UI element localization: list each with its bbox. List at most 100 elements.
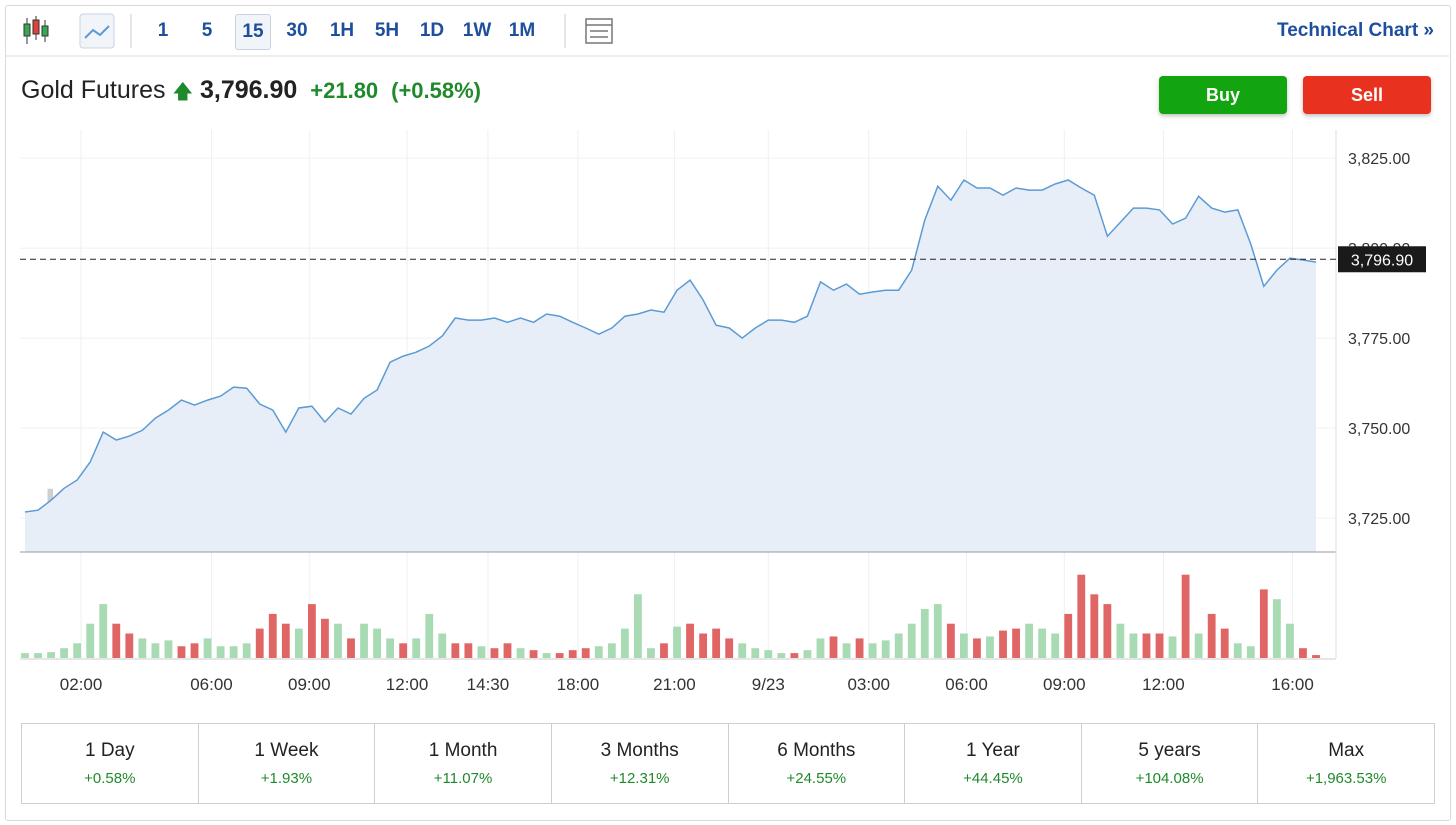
volume-bar xyxy=(1090,594,1099,658)
volume-bar xyxy=(1233,643,1242,658)
volume-bar xyxy=(477,646,486,658)
price: 3,796.90 xyxy=(199,76,298,104)
interval-button[interactable]: 5H xyxy=(374,20,400,41)
volume-bar xyxy=(334,623,342,658)
volume-bar xyxy=(86,623,95,658)
period-cell[interactable]: 6 Months +24.55% xyxy=(729,724,906,803)
y-tick-label: 3,775.00 xyxy=(1348,331,1410,348)
volume-bar xyxy=(99,604,108,658)
volume-bar xyxy=(412,638,421,658)
volume-bar xyxy=(568,650,577,658)
volume-bar xyxy=(529,650,538,658)
volume-bar xyxy=(360,623,368,658)
buy-button[interactable]: Buy xyxy=(1159,76,1287,114)
period-label: 1 Week xyxy=(254,740,319,761)
period-cell[interactable]: 1 Year +44.45% xyxy=(905,724,1082,803)
volume-bar xyxy=(842,643,851,658)
x-tick-label: 09:00 xyxy=(288,675,331,694)
x-tick-label: 02:00 xyxy=(60,675,103,694)
period-label: 1 Day xyxy=(84,740,135,761)
volume-bar xyxy=(581,648,590,658)
volume-bar xyxy=(307,604,316,658)
volume-bar xyxy=(868,643,877,658)
volume-bar xyxy=(1312,655,1320,658)
x-tick-label: 9/23 xyxy=(752,675,785,694)
volume-bar xyxy=(321,618,329,658)
x-tick-label: 06:00 xyxy=(190,675,233,694)
volume-bar xyxy=(594,646,603,658)
volume-bar xyxy=(1064,613,1073,658)
volume-bar xyxy=(803,650,812,658)
volume-bar xyxy=(829,636,838,658)
y-tick-label: 3,825.00 xyxy=(1348,151,1410,168)
volume-bar xyxy=(1038,628,1047,658)
volume-bar xyxy=(1077,574,1086,658)
period-cell[interactable]: 1 Week +1.93% xyxy=(199,724,376,803)
volume-bar xyxy=(1207,613,1216,658)
volume-bar xyxy=(633,594,642,658)
interval-button[interactable]: 1M xyxy=(508,20,536,41)
volume-bar xyxy=(1129,633,1138,658)
period-label: 3 Months xyxy=(600,740,679,761)
volume-bar xyxy=(255,628,264,658)
period-cell[interactable]: Max +1,963.53% xyxy=(1258,724,1434,803)
x-tick-label: 16:00 xyxy=(1271,675,1314,694)
x-tick-label: 12:00 xyxy=(1142,675,1185,694)
interval-button[interactable]: 1D xyxy=(419,20,445,41)
volume-bar xyxy=(973,638,981,658)
period-change: +24.55% xyxy=(786,770,847,787)
volume-bar xyxy=(438,633,447,658)
volume-bar xyxy=(738,643,747,658)
volume-bar xyxy=(294,628,303,658)
interval-button[interactable]: 1H xyxy=(329,20,355,41)
volume-bar xyxy=(425,613,434,658)
volume-bar xyxy=(790,653,799,658)
volume-bar xyxy=(1181,574,1190,658)
volume-bar xyxy=(516,648,525,658)
volume-bar xyxy=(1168,636,1177,658)
volume-bar xyxy=(190,643,199,658)
volume-bar xyxy=(242,643,251,658)
volume-bar xyxy=(673,626,681,658)
period-cell[interactable]: 1 Day +0.58% xyxy=(22,724,199,803)
volume-bar xyxy=(933,604,942,658)
period-cell[interactable]: 5 years +104.08% xyxy=(1082,724,1259,803)
interval-button[interactable]: 5 xyxy=(201,20,213,41)
instrument-name: Gold Futures xyxy=(21,76,166,104)
volume-bar xyxy=(1103,604,1112,658)
up-arrow: 🡅 xyxy=(172,81,194,103)
volume-bar xyxy=(268,613,277,658)
technical-chart-link[interactable]: Technical Chart » xyxy=(1277,20,1434,41)
volume-bar xyxy=(907,623,916,658)
volume-bar xyxy=(920,609,929,658)
interval-button[interactable]: 1W xyxy=(462,20,492,41)
period-change: +1.93% xyxy=(260,770,313,787)
volume-bar xyxy=(1194,633,1203,658)
volume-bar xyxy=(855,638,864,658)
period-label: 1 Year xyxy=(965,740,1020,761)
volume-bar xyxy=(490,648,499,658)
interval-button[interactable]: 15 xyxy=(235,14,271,50)
candle-icon[interactable] xyxy=(23,16,49,44)
interval-button[interactable]: 30 xyxy=(286,20,308,41)
period-change: +104.08% xyxy=(1135,770,1204,787)
sell-button[interactable]: Sell xyxy=(1303,76,1431,114)
period-cell[interactable]: 3 Months +12.31% xyxy=(552,724,729,803)
volume-bar xyxy=(373,628,382,658)
volume-bar xyxy=(555,653,564,658)
line-chart-icon[interactable] xyxy=(79,13,115,49)
period-cell[interactable]: 1 Month +11.07% xyxy=(375,724,552,803)
volume-bar xyxy=(1246,646,1255,658)
volume-bar xyxy=(999,630,1007,658)
interval-button[interactable]: 1 xyxy=(157,20,169,41)
volume-bar xyxy=(1012,628,1020,658)
volume-bar xyxy=(686,623,694,658)
volume-bar xyxy=(164,640,173,658)
volume-bar xyxy=(607,643,616,658)
quote: Gold Futures 🡅 3,796.90 +21.80 (+0.58%) xyxy=(21,76,481,111)
volume-bar xyxy=(386,638,395,658)
volume-bar xyxy=(1259,589,1268,658)
table-icon[interactable] xyxy=(585,18,613,44)
volume-bar xyxy=(216,646,225,658)
